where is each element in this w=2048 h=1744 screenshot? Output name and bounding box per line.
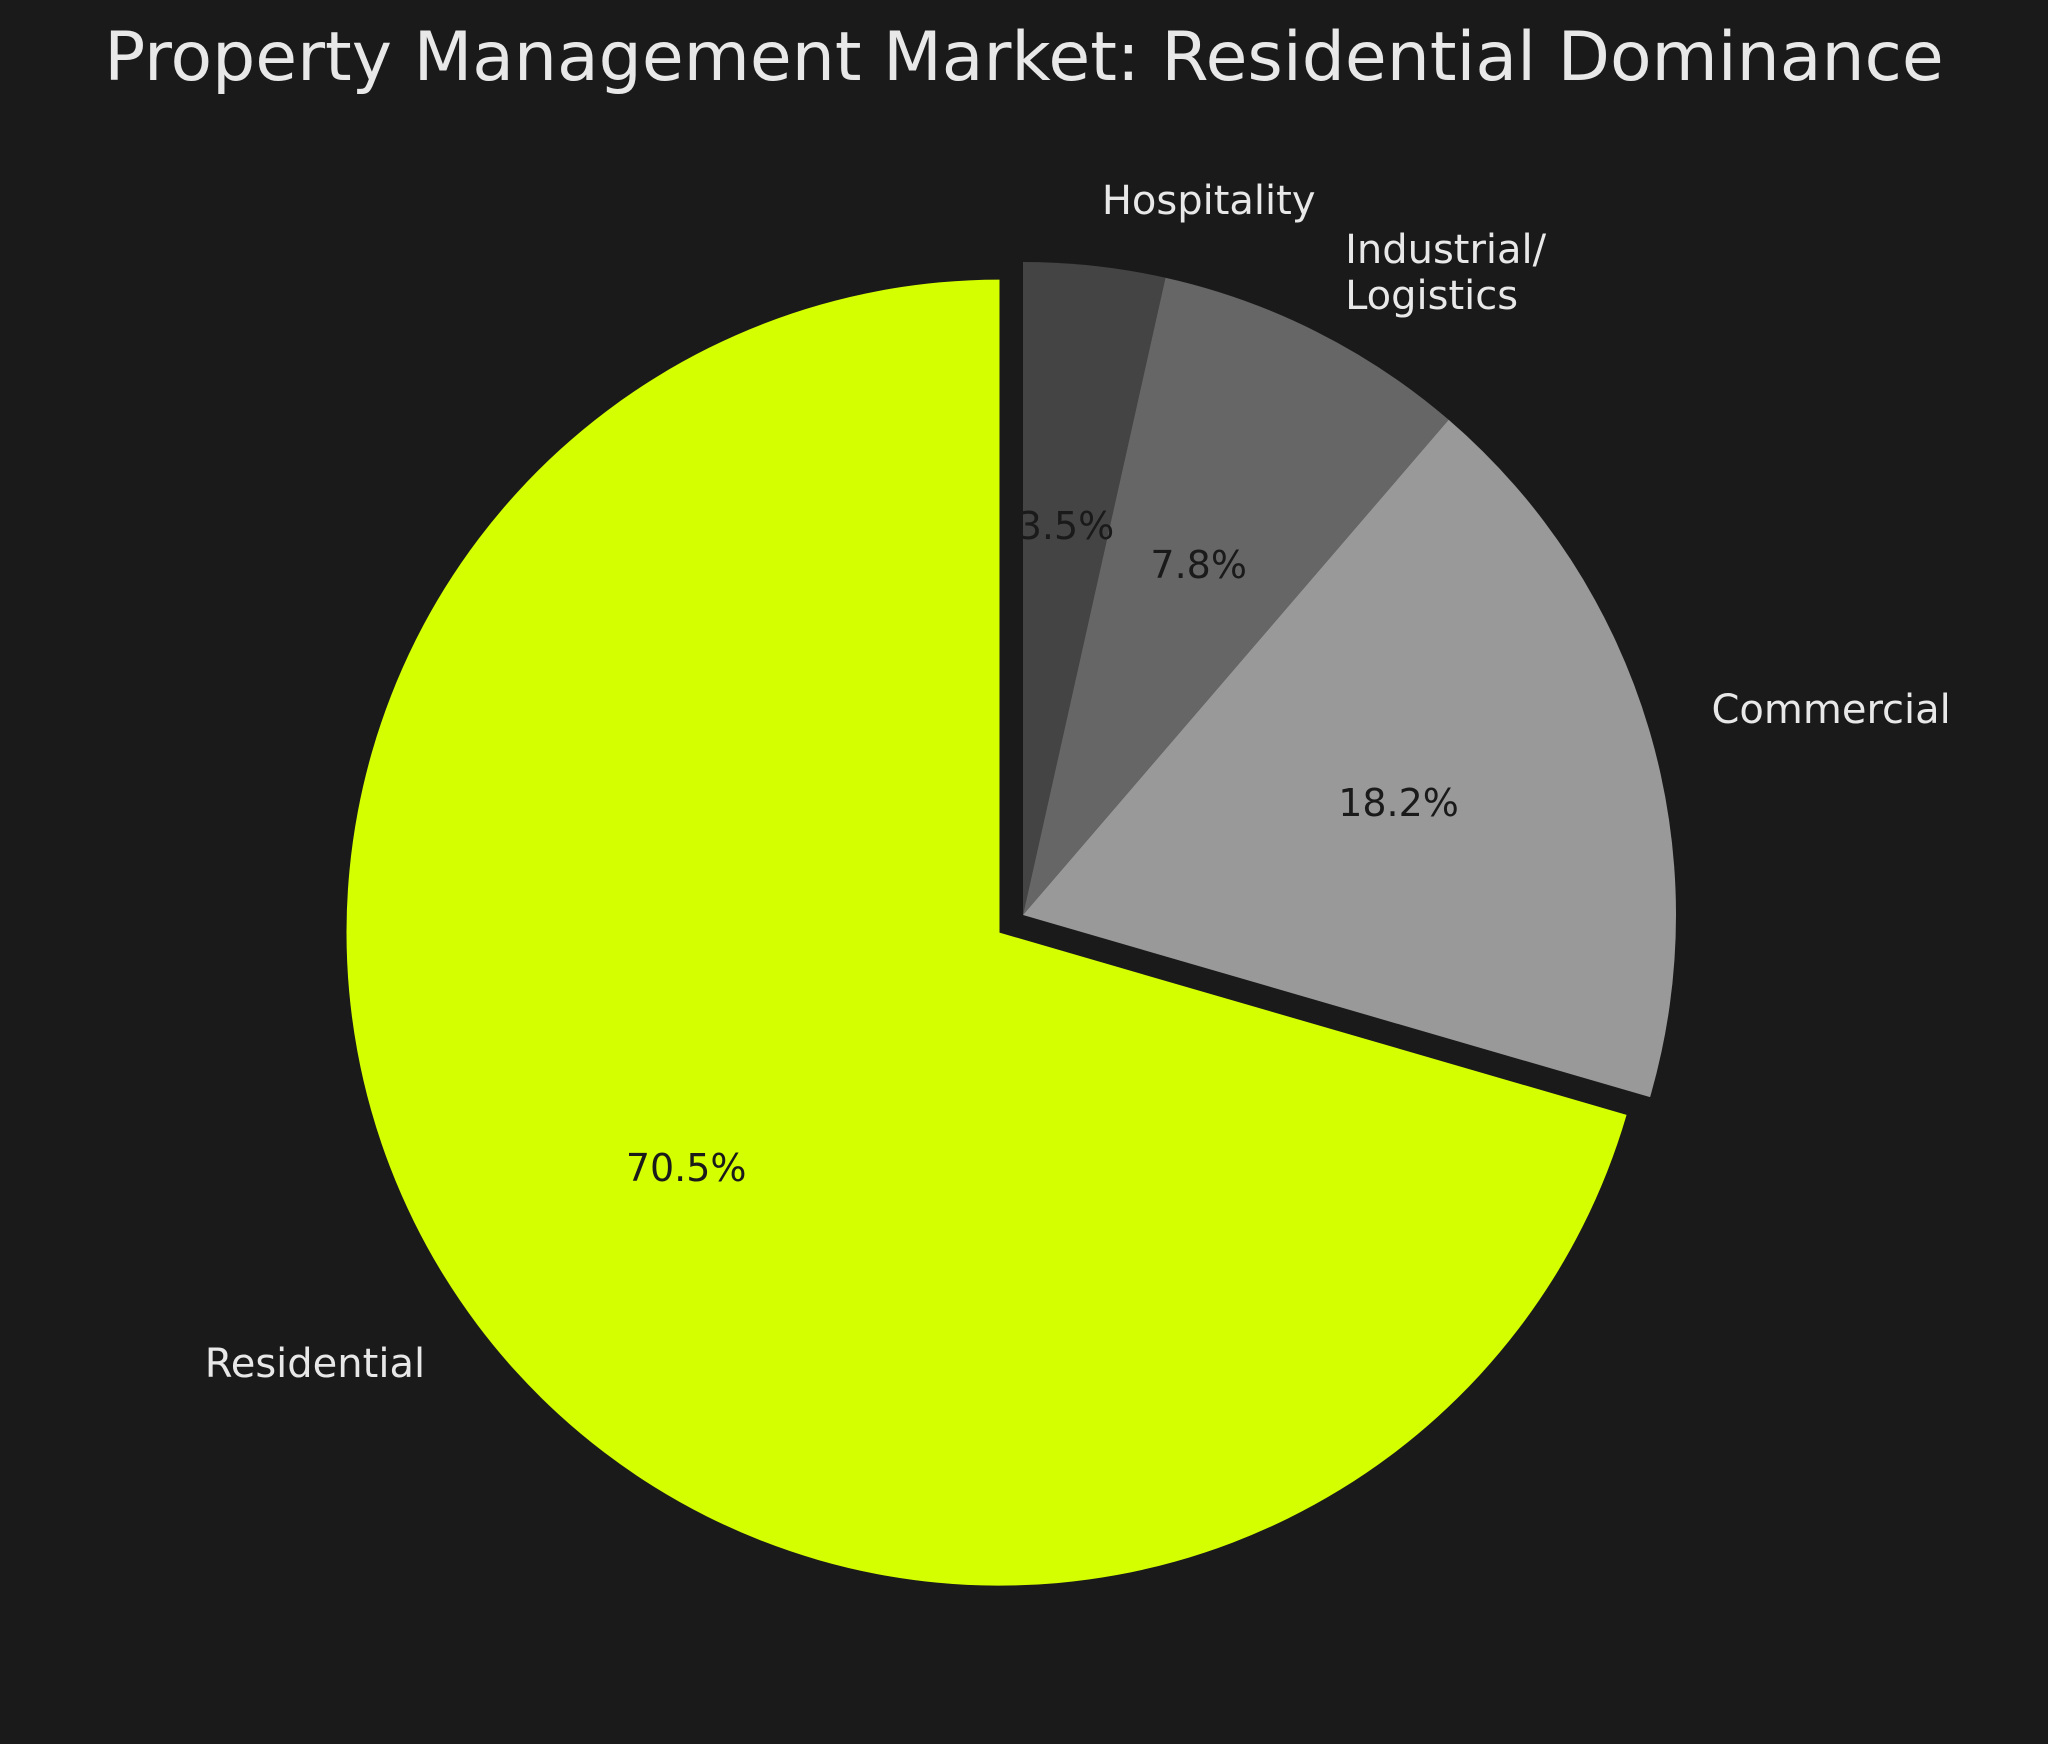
pie-slice bbox=[346, 279, 1627, 1586]
slice-label: Industrial/ Logistics bbox=[1345, 226, 1547, 319]
percent-label: 7.8% bbox=[1150, 542, 1247, 587]
slice-label: Commercial bbox=[1711, 687, 1951, 734]
pie-slice bbox=[1023, 277, 1449, 916]
percent-label: 18.2% bbox=[1338, 781, 1459, 826]
chart-title: Property Management Market: Residential … bbox=[104, 18, 1944, 97]
slice-label: Residential bbox=[204, 1340, 426, 1387]
slice-label: Hospitality bbox=[1101, 178, 1316, 225]
pie-slice bbox=[1023, 262, 1166, 915]
percent-label: 3.5% bbox=[1017, 503, 1115, 548]
pie-slice bbox=[1023, 419, 1676, 1098]
percent-label: 70.5% bbox=[625, 1145, 747, 1190]
